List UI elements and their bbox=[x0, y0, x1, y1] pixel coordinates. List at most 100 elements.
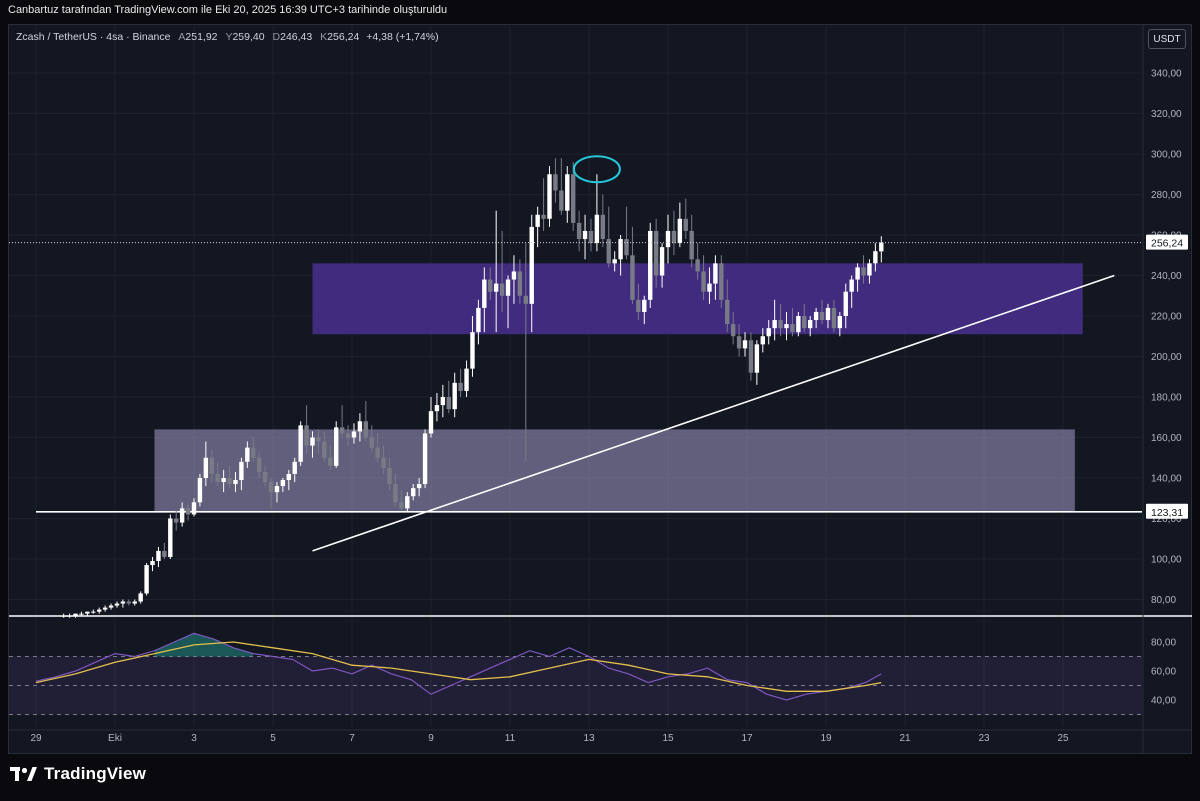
candle-body bbox=[636, 299, 641, 312]
candle-body bbox=[369, 437, 374, 448]
candle-body bbox=[559, 190, 564, 211]
candle-body bbox=[345, 433, 351, 438]
candle-body bbox=[482, 279, 487, 308]
candle-body bbox=[156, 550, 161, 562]
candle-body bbox=[304, 425, 309, 446]
candle-body bbox=[91, 611, 96, 613]
low-value: 246,43 bbox=[280, 31, 313, 43]
attribution-text: Canbartuz tarafından TradingView.com ile… bbox=[8, 4, 448, 16]
candle-body bbox=[855, 267, 860, 280]
candle-body bbox=[452, 382, 457, 410]
high-label: Y bbox=[225, 31, 233, 43]
candle-body bbox=[179, 508, 185, 523]
candle-body bbox=[221, 478, 226, 483]
y-tick-label: 340,00 bbox=[1151, 69, 1182, 80]
currency-button[interactable]: USDT bbox=[1148, 29, 1186, 49]
symbol-name[interactable]: Zcash / TetherUS · 4sa · Binance bbox=[16, 31, 171, 43]
rsi-ma-line bbox=[35, 641, 882, 692]
y-tick-label: 240,00 bbox=[1151, 271, 1182, 282]
x-tick-label: 11 bbox=[505, 733, 516, 744]
candle-body bbox=[286, 473, 291, 481]
candle-body bbox=[819, 311, 825, 321]
candle-body bbox=[588, 230, 594, 244]
candle-body bbox=[612, 259, 617, 264]
candle-body bbox=[730, 324, 736, 337]
y-tick-label: 100,00 bbox=[1151, 555, 1182, 566]
candle-body bbox=[707, 283, 712, 292]
candle-body bbox=[689, 230, 694, 260]
candle-body bbox=[328, 457, 333, 466]
candle-body bbox=[197, 478, 203, 503]
candle-body bbox=[381, 457, 386, 468]
candle-body bbox=[754, 344, 760, 373]
candle-body bbox=[813, 311, 819, 321]
open-label: A bbox=[178, 31, 186, 43]
candle-body bbox=[185, 508, 191, 515]
candle-body bbox=[624, 239, 629, 256]
candle-body bbox=[511, 271, 517, 280]
candle-body bbox=[713, 263, 718, 284]
candle-body bbox=[322, 441, 327, 458]
candle-body bbox=[150, 561, 155, 566]
y-tick-label: 320,00 bbox=[1151, 109, 1182, 120]
candle-body bbox=[138, 593, 143, 602]
x-tick-label: Eki bbox=[108, 733, 122, 744]
candle-body bbox=[547, 174, 552, 219]
candle-body bbox=[719, 263, 724, 300]
candle-body bbox=[120, 601, 126, 604]
candle-body bbox=[683, 218, 688, 231]
rsi-y-tick-label: 40,00 bbox=[1151, 696, 1176, 707]
candle-body bbox=[144, 565, 149, 594]
candle-body bbox=[790, 324, 795, 333]
candle-body bbox=[102, 607, 108, 610]
candle-body bbox=[209, 457, 214, 474]
x-tick-label: 5 bbox=[270, 733, 276, 744]
candle-body bbox=[458, 382, 463, 391]
candle-body bbox=[416, 484, 422, 489]
candle-body bbox=[808, 320, 813, 329]
close-value: 256,24 bbox=[327, 31, 360, 43]
candle-body bbox=[867, 263, 872, 276]
low-label: D bbox=[272, 31, 281, 43]
chart-frame[interactable] bbox=[8, 24, 1192, 754]
tradingview-logo-icon bbox=[10, 767, 37, 781]
candle-body bbox=[523, 295, 528, 304]
candle-body bbox=[339, 427, 345, 434]
candle-body bbox=[576, 222, 582, 240]
candle-body bbox=[470, 332, 475, 369]
candle-body bbox=[399, 502, 404, 509]
candle-body bbox=[428, 411, 434, 434]
support-level-tag bbox=[1146, 503, 1188, 519]
y-tick-label: 120,00 bbox=[1151, 514, 1182, 525]
candle-body bbox=[191, 502, 197, 515]
candle-body bbox=[351, 431, 357, 438]
y-tick-label: 200,00 bbox=[1151, 352, 1182, 363]
rsi-y-tick-label: 80,00 bbox=[1151, 638, 1176, 649]
highlight-circle bbox=[572, 155, 621, 184]
candle-body bbox=[79, 613, 84, 615]
candle-body bbox=[849, 279, 854, 292]
candle-body bbox=[742, 340, 748, 349]
candle-body bbox=[114, 603, 120, 606]
candle-body bbox=[239, 461, 244, 481]
x-tick-label: 13 bbox=[583, 733, 595, 744]
y-tick-label: 80,00 bbox=[1151, 595, 1176, 606]
x-tick-label: 25 bbox=[1057, 733, 1069, 744]
y-tick-label: 280,00 bbox=[1151, 190, 1182, 201]
candle-body bbox=[736, 336, 742, 349]
brand-footer: TradingView bbox=[10, 763, 146, 785]
candle-body bbox=[665, 230, 671, 248]
x-tick-label: 7 bbox=[349, 733, 355, 744]
candle-body bbox=[843, 291, 848, 316]
candle-body bbox=[174, 518, 179, 523]
candle-body bbox=[760, 336, 765, 345]
candle-body bbox=[778, 320, 783, 329]
candle-body bbox=[256, 457, 262, 472]
x-tick-label: 15 bbox=[662, 733, 674, 744]
candle-body bbox=[571, 174, 576, 223]
y-tick-label: 180,00 bbox=[1151, 393, 1182, 404]
candle-body bbox=[553, 174, 558, 191]
candle-body bbox=[701, 271, 706, 292]
candle-body bbox=[499, 283, 505, 296]
